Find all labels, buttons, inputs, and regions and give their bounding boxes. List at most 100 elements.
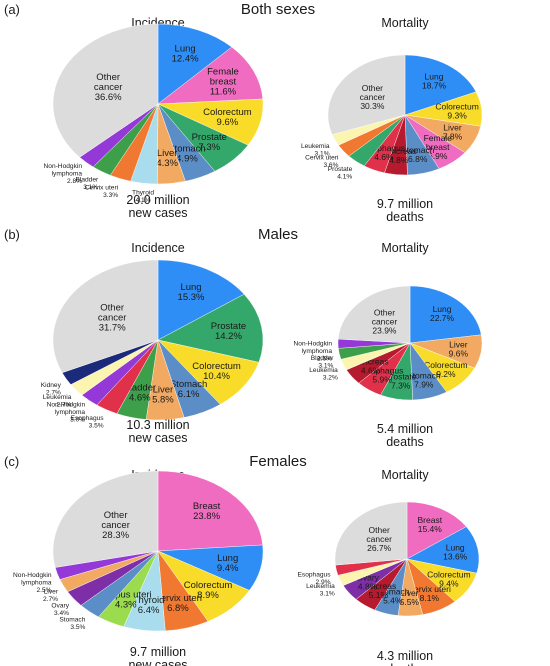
slice-name: cancer [101,520,130,531]
slice-value: 14.2% [215,331,242,342]
slice-value: 9.6% [217,117,239,128]
slice-value: 9.2% [436,369,456,379]
pie-chart-incidence: IncidenceLung12.4%Femalebreast11.6%Color… [44,16,264,220]
slice-name: Other [104,510,128,521]
panel-letter: (b) [4,227,20,242]
slice-name: Thyroid [133,595,165,606]
slice-value: 36.6% [95,92,122,103]
slice-value: 13.6% [443,552,468,562]
slice-name: Lung [217,553,238,564]
slice-value: 8.1% [420,593,440,603]
slice-name: Colorectum [184,580,233,591]
slice-name: Stomach [401,145,435,155]
slice-name: Other [96,72,120,83]
slice-name: Corpus uteri [100,590,152,601]
slice-value: 9.4% [217,563,239,574]
slice-value: 5.4% [383,596,403,606]
pie-slice-other-cancer [52,23,159,158]
slice-value: 9.4% [439,579,459,589]
panel-title: Females [249,453,307,470]
slice-name: cancer [360,92,386,102]
slice-name: Other [100,302,124,313]
slice-name: Bladder [75,177,99,184]
pie-slice-other-cancer [52,259,159,373]
slice-value: 4.3% [156,158,178,169]
slice-name: Colorectum [427,570,470,580]
slice-name: Female [424,133,453,143]
slice-name: Kidney [41,382,62,389]
slice-name: Cervix uteri [154,593,202,604]
slice-value: 7.9% [414,380,434,390]
slice-value: 3.1% [83,184,98,191]
slice-name: Liver [44,589,59,596]
panel-males: (b) MalesIncidenceLung15.3%Prostate14.2%C… [4,226,483,449]
slice-name: Esophagus [71,415,105,422]
slice-value: 4.1% [136,197,151,204]
slice-value: 23.9% [372,325,397,335]
slice-value: 23.8% [193,511,220,522]
total-count: 5.4 million [377,422,433,436]
slice-name: Colorectum [203,107,252,118]
slice-value: 15.3% [178,292,205,303]
total-count: 4.3 million [377,649,433,663]
slice-value: 6.1% [178,389,200,400]
slice-value: 5.1% [369,590,389,600]
slice-value: 3.5% [89,423,104,430]
pie-slice-lung [406,526,480,574]
pie-chart-incidence: IncidenceBreast23.8%Lung9.4%Colorectum8.… [13,468,264,666]
panel-letter: (a) [4,2,20,17]
slice-name: Stomach [168,144,206,155]
pie-chart-mortality: MortalityBreast15.4%Lung13.6%Colorectum9… [298,468,480,666]
slice-name: Lung [425,72,444,82]
slice-value: 3.0% [70,416,85,423]
pie-slice-lung [409,285,482,344]
slice-name: cancer [366,534,392,544]
slice-value: 6.8% [167,603,189,614]
total-unit: deaths [386,210,424,224]
pie-slice-other-cancer [327,54,406,135]
slice-name: Cervix uteri [305,155,339,162]
slice-value: 3.4% [54,610,69,617]
pie-slice-breast [406,501,467,560]
slice-name: Prostate [385,372,417,382]
slice-value: 3.1% [318,363,333,370]
slice-name: Breast [417,515,442,525]
slice-name: Liver [400,588,419,598]
slice-name: Colorectum [424,360,467,370]
slice-name: Leukemia [301,143,330,150]
slice-name: Non-Hodgkin [13,572,52,579]
slice-value: 3.2% [323,375,338,382]
slice-value: 2.8% [67,178,82,185]
slice-name: Non-Hodgkin [294,340,333,347]
slice-name: Lung [175,44,196,55]
slice-value: 4.8% [389,155,409,165]
slice-value: 4.6% [374,152,394,162]
slice-value: 6.8% [408,154,428,164]
total-count: 20.0 million [126,193,189,207]
